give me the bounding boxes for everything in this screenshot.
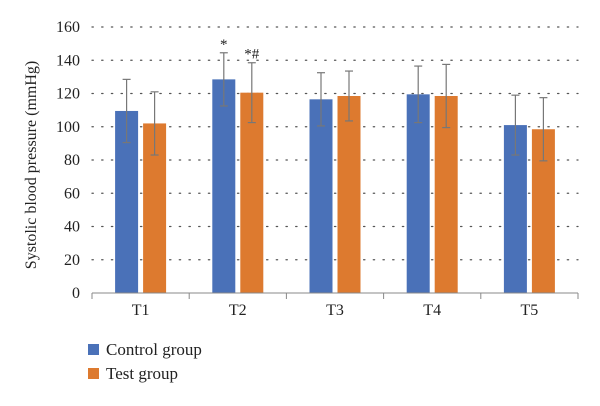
y-tick-label: 100 [56, 119, 80, 136]
legend-label: Test group [106, 364, 178, 383]
gridlines [91, 26, 579, 261]
x-axis-ticks: T1 T2 T3 T4 T5 [91, 293, 579, 319]
bar-test-group-t5 [531, 129, 555, 293]
bar-control-group-t4 [406, 94, 430, 293]
bar-test-group-t2 [240, 92, 264, 293]
bar-control-group-t5 [503, 125, 527, 294]
significance-marker: * [220, 37, 228, 53]
y-tick-label: 60 [64, 185, 80, 202]
bar-test-group-t3 [337, 95, 361, 294]
y-tick-label: 80 [64, 152, 80, 169]
bars [115, 79, 555, 294]
bar-control-group-t1 [115, 110, 139, 293]
x-tick-label: T5 [521, 302, 539, 319]
bar-test-group-t4 [434, 95, 458, 294]
bar-control-group-t2 [212, 79, 236, 294]
significance-marker: *# [244, 47, 260, 63]
bar-control-group-t3 [309, 99, 333, 293]
error-bars [122, 52, 548, 162]
y-tick-label: 40 [64, 219, 80, 236]
legend-label: Control group [106, 340, 202, 359]
y-tick-label: 160 [56, 19, 80, 36]
y-axis-label: Systolic blood pressure (mmHg) [23, 61, 40, 269]
y-tick-label: 20 [64, 252, 80, 269]
y-axis-ticks: 0 20 40 60 80 100 120 140 160 [56, 19, 80, 302]
y-tick-label: 120 [56, 86, 80, 103]
legend: Control group Test group [88, 340, 202, 383]
x-tick-label: T1 [132, 302, 150, 319]
x-tick-label: T3 [326, 302, 344, 319]
legend-swatch [88, 368, 99, 379]
significance-annotations: * *# [220, 37, 260, 63]
bar-test-group-t1 [143, 123, 167, 293]
x-tick-label: T4 [423, 302, 441, 319]
y-tick-label: 0 [72, 285, 80, 302]
y-tick-label: 140 [56, 52, 80, 69]
legend-swatch [88, 344, 99, 355]
x-tick-label: T2 [229, 302, 247, 319]
